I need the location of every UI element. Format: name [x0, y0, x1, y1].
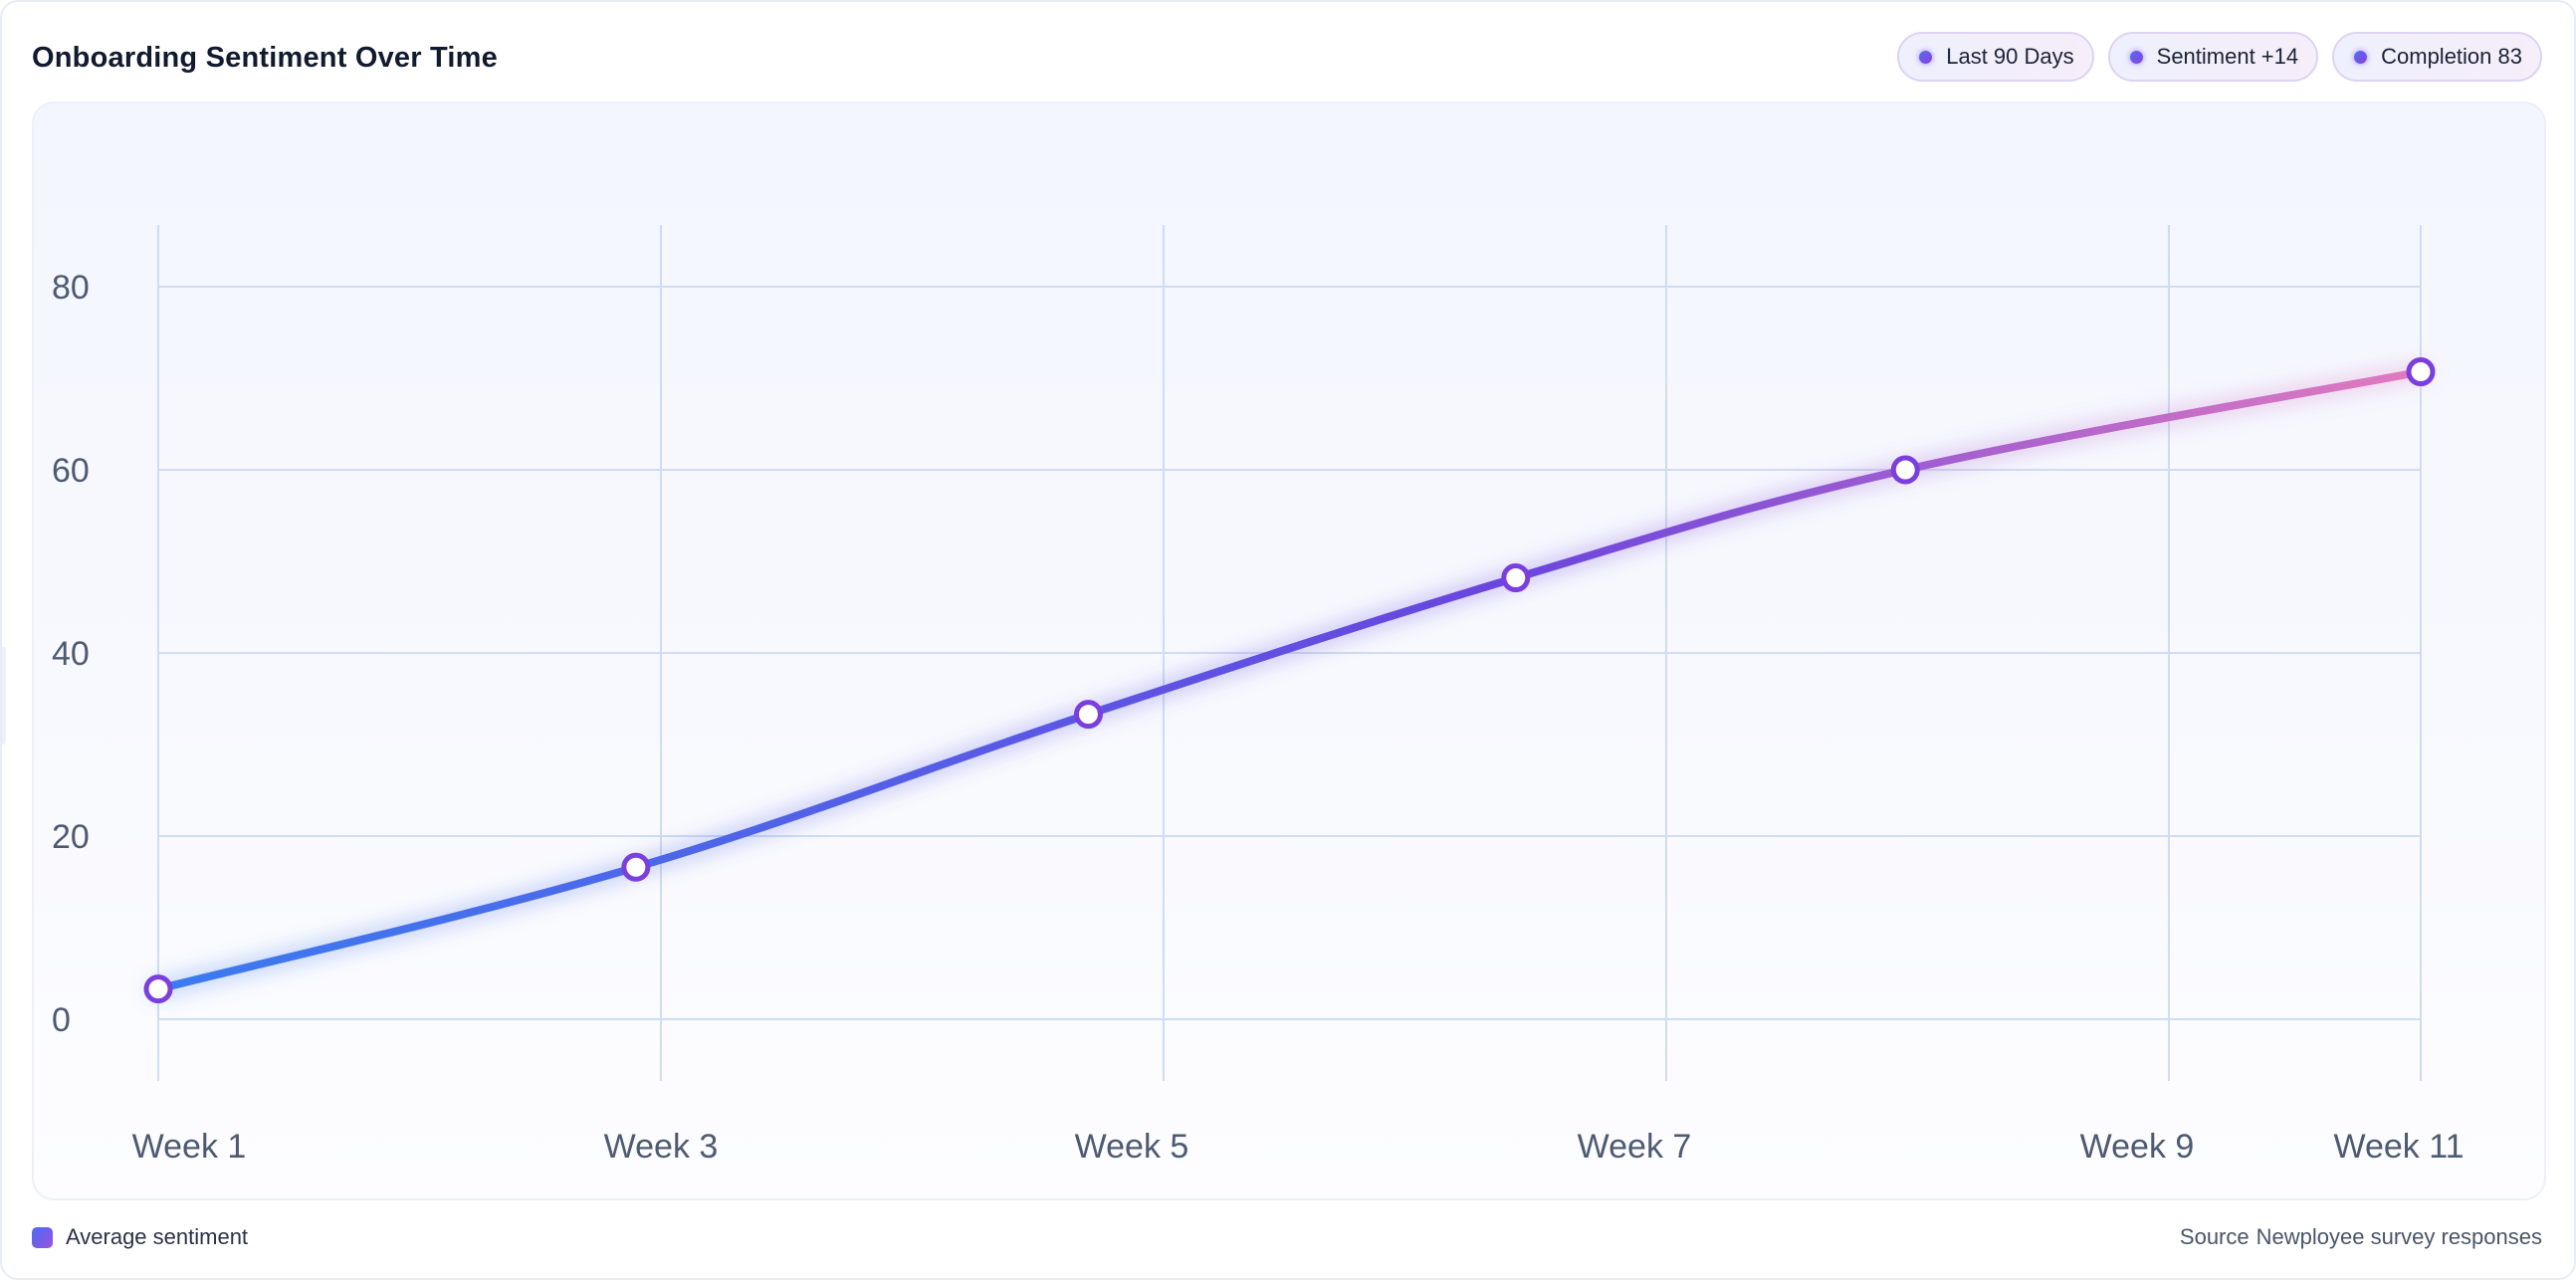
- pill-completion[interactable]: Completion 83: [2332, 32, 2542, 82]
- legend-label: Average sentiment: [66, 1224, 249, 1249]
- y-axis: 0 20 40 60 80: [52, 269, 90, 1039]
- series-markers: [143, 357, 2436, 1004]
- y-tick-label: 60: [52, 452, 90, 490]
- x-axis: Week 1 Week 3 Week 5 Week 7 Week 9 Week 11: [132, 1128, 2465, 1166]
- x-tick-label: Week 1: [132, 1128, 247, 1166]
- chart-title: Onboarding Sentiment Over Time: [32, 42, 498, 74]
- y-tick-label: 0: [52, 1001, 71, 1039]
- data-point[interactable]: [143, 974, 173, 1004]
- x-tick-label: Week 7: [1578, 1128, 1692, 1166]
- source-note: Source Newployee survey responses: [2180, 1224, 2542, 1250]
- pill-label: Completion 83: [2381, 44, 2522, 69]
- dot-icon: [1919, 50, 1933, 64]
- x-tick-label: Week 3: [604, 1128, 719, 1166]
- side-tab: [2, 647, 6, 745]
- y-tick-label: 80: [52, 269, 90, 307]
- series-average-sentiment: [147, 360, 2432, 1000]
- data-point[interactable]: [1073, 700, 1103, 730]
- series-line-glow: [147, 360, 2432, 1000]
- y-tick-label: 40: [52, 635, 90, 673]
- pill-range[interactable]: Last 90 Days: [1897, 32, 2094, 82]
- source-prefix: Source: [2179, 1224, 2250, 1249]
- dot-icon: [2354, 50, 2368, 64]
- x-tick-label: Week 9: [2080, 1128, 2195, 1166]
- pill-sentiment[interactable]: Sentiment +14: [2107, 32, 2319, 82]
- legend-swatch: [32, 1226, 53, 1248]
- series-line: [154, 367, 2425, 993]
- source-text: Newployee survey responses: [2255, 1224, 2542, 1249]
- dot-icon: [2129, 50, 2143, 64]
- data-point[interactable]: [2406, 357, 2436, 387]
- filter-pills: Last 90 Days Sentiment +14 Completion 83: [1897, 32, 2542, 82]
- pill-label: Last 90 Days: [1946, 44, 2074, 69]
- data-point[interactable]: [621, 852, 651, 882]
- legend: Average sentiment: [32, 1224, 248, 1250]
- pill-label: Sentiment +14: [2156, 44, 2299, 69]
- y-tick-label: 20: [52, 818, 90, 856]
- data-point[interactable]: [1501, 563, 1531, 593]
- x-tick-label: Week 11: [2333, 1128, 2464, 1166]
- data-point[interactable]: [1890, 455, 1920, 485]
- x-tick-label: Week 5: [1075, 1128, 1189, 1166]
